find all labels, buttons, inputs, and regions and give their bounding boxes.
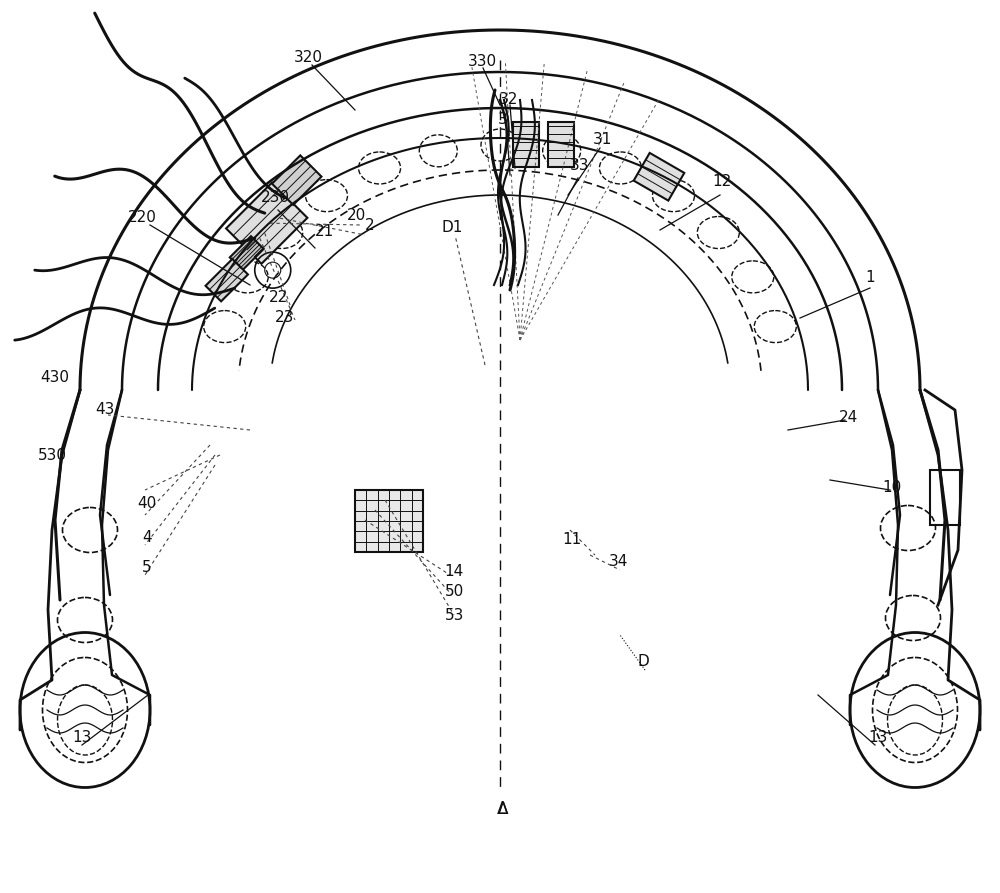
Text: 330: 330 <box>467 54 497 70</box>
Text: 14: 14 <box>444 564 464 580</box>
Polygon shape <box>634 153 684 201</box>
Text: 320: 320 <box>294 51 322 65</box>
Text: 13: 13 <box>868 730 888 746</box>
Text: D: D <box>637 655 649 670</box>
Text: 11: 11 <box>562 532 582 547</box>
Text: 10: 10 <box>882 480 902 496</box>
Text: 21: 21 <box>315 224 335 239</box>
Text: 430: 430 <box>40 371 70 386</box>
Text: 40: 40 <box>137 496 157 511</box>
Polygon shape <box>206 259 248 301</box>
Text: 31: 31 <box>592 132 612 147</box>
Text: Δ: Δ <box>498 803 508 817</box>
Text: 13: 13 <box>72 730 92 746</box>
Text: 12: 12 <box>712 174 732 189</box>
Bar <box>513 122 539 168</box>
Bar <box>548 122 574 168</box>
Text: Δ: Δ <box>497 800 509 818</box>
Polygon shape <box>272 155 321 204</box>
Bar <box>930 470 960 525</box>
Text: 24: 24 <box>838 411 858 425</box>
Text: 53: 53 <box>445 607 465 622</box>
Text: 20: 20 <box>347 207 367 222</box>
Text: 5: 5 <box>142 561 152 575</box>
Polygon shape <box>230 236 264 270</box>
Bar <box>355 490 423 552</box>
Text: 23: 23 <box>275 311 295 326</box>
Text: 3: 3 <box>498 113 508 128</box>
Text: 33: 33 <box>570 157 590 172</box>
Text: 50: 50 <box>445 585 465 599</box>
Text: 43: 43 <box>95 403 115 418</box>
Text: 220: 220 <box>128 211 156 226</box>
Text: D1: D1 <box>441 221 463 236</box>
Text: 22: 22 <box>268 290 288 305</box>
Text: 530: 530 <box>38 447 66 463</box>
Text: 4: 4 <box>142 530 152 546</box>
Text: 1: 1 <box>865 271 875 286</box>
Polygon shape <box>226 182 307 263</box>
Text: 34: 34 <box>608 555 628 570</box>
Text: 2: 2 <box>365 218 375 232</box>
Text: 32: 32 <box>498 93 518 107</box>
Text: 230: 230 <box>260 190 290 205</box>
